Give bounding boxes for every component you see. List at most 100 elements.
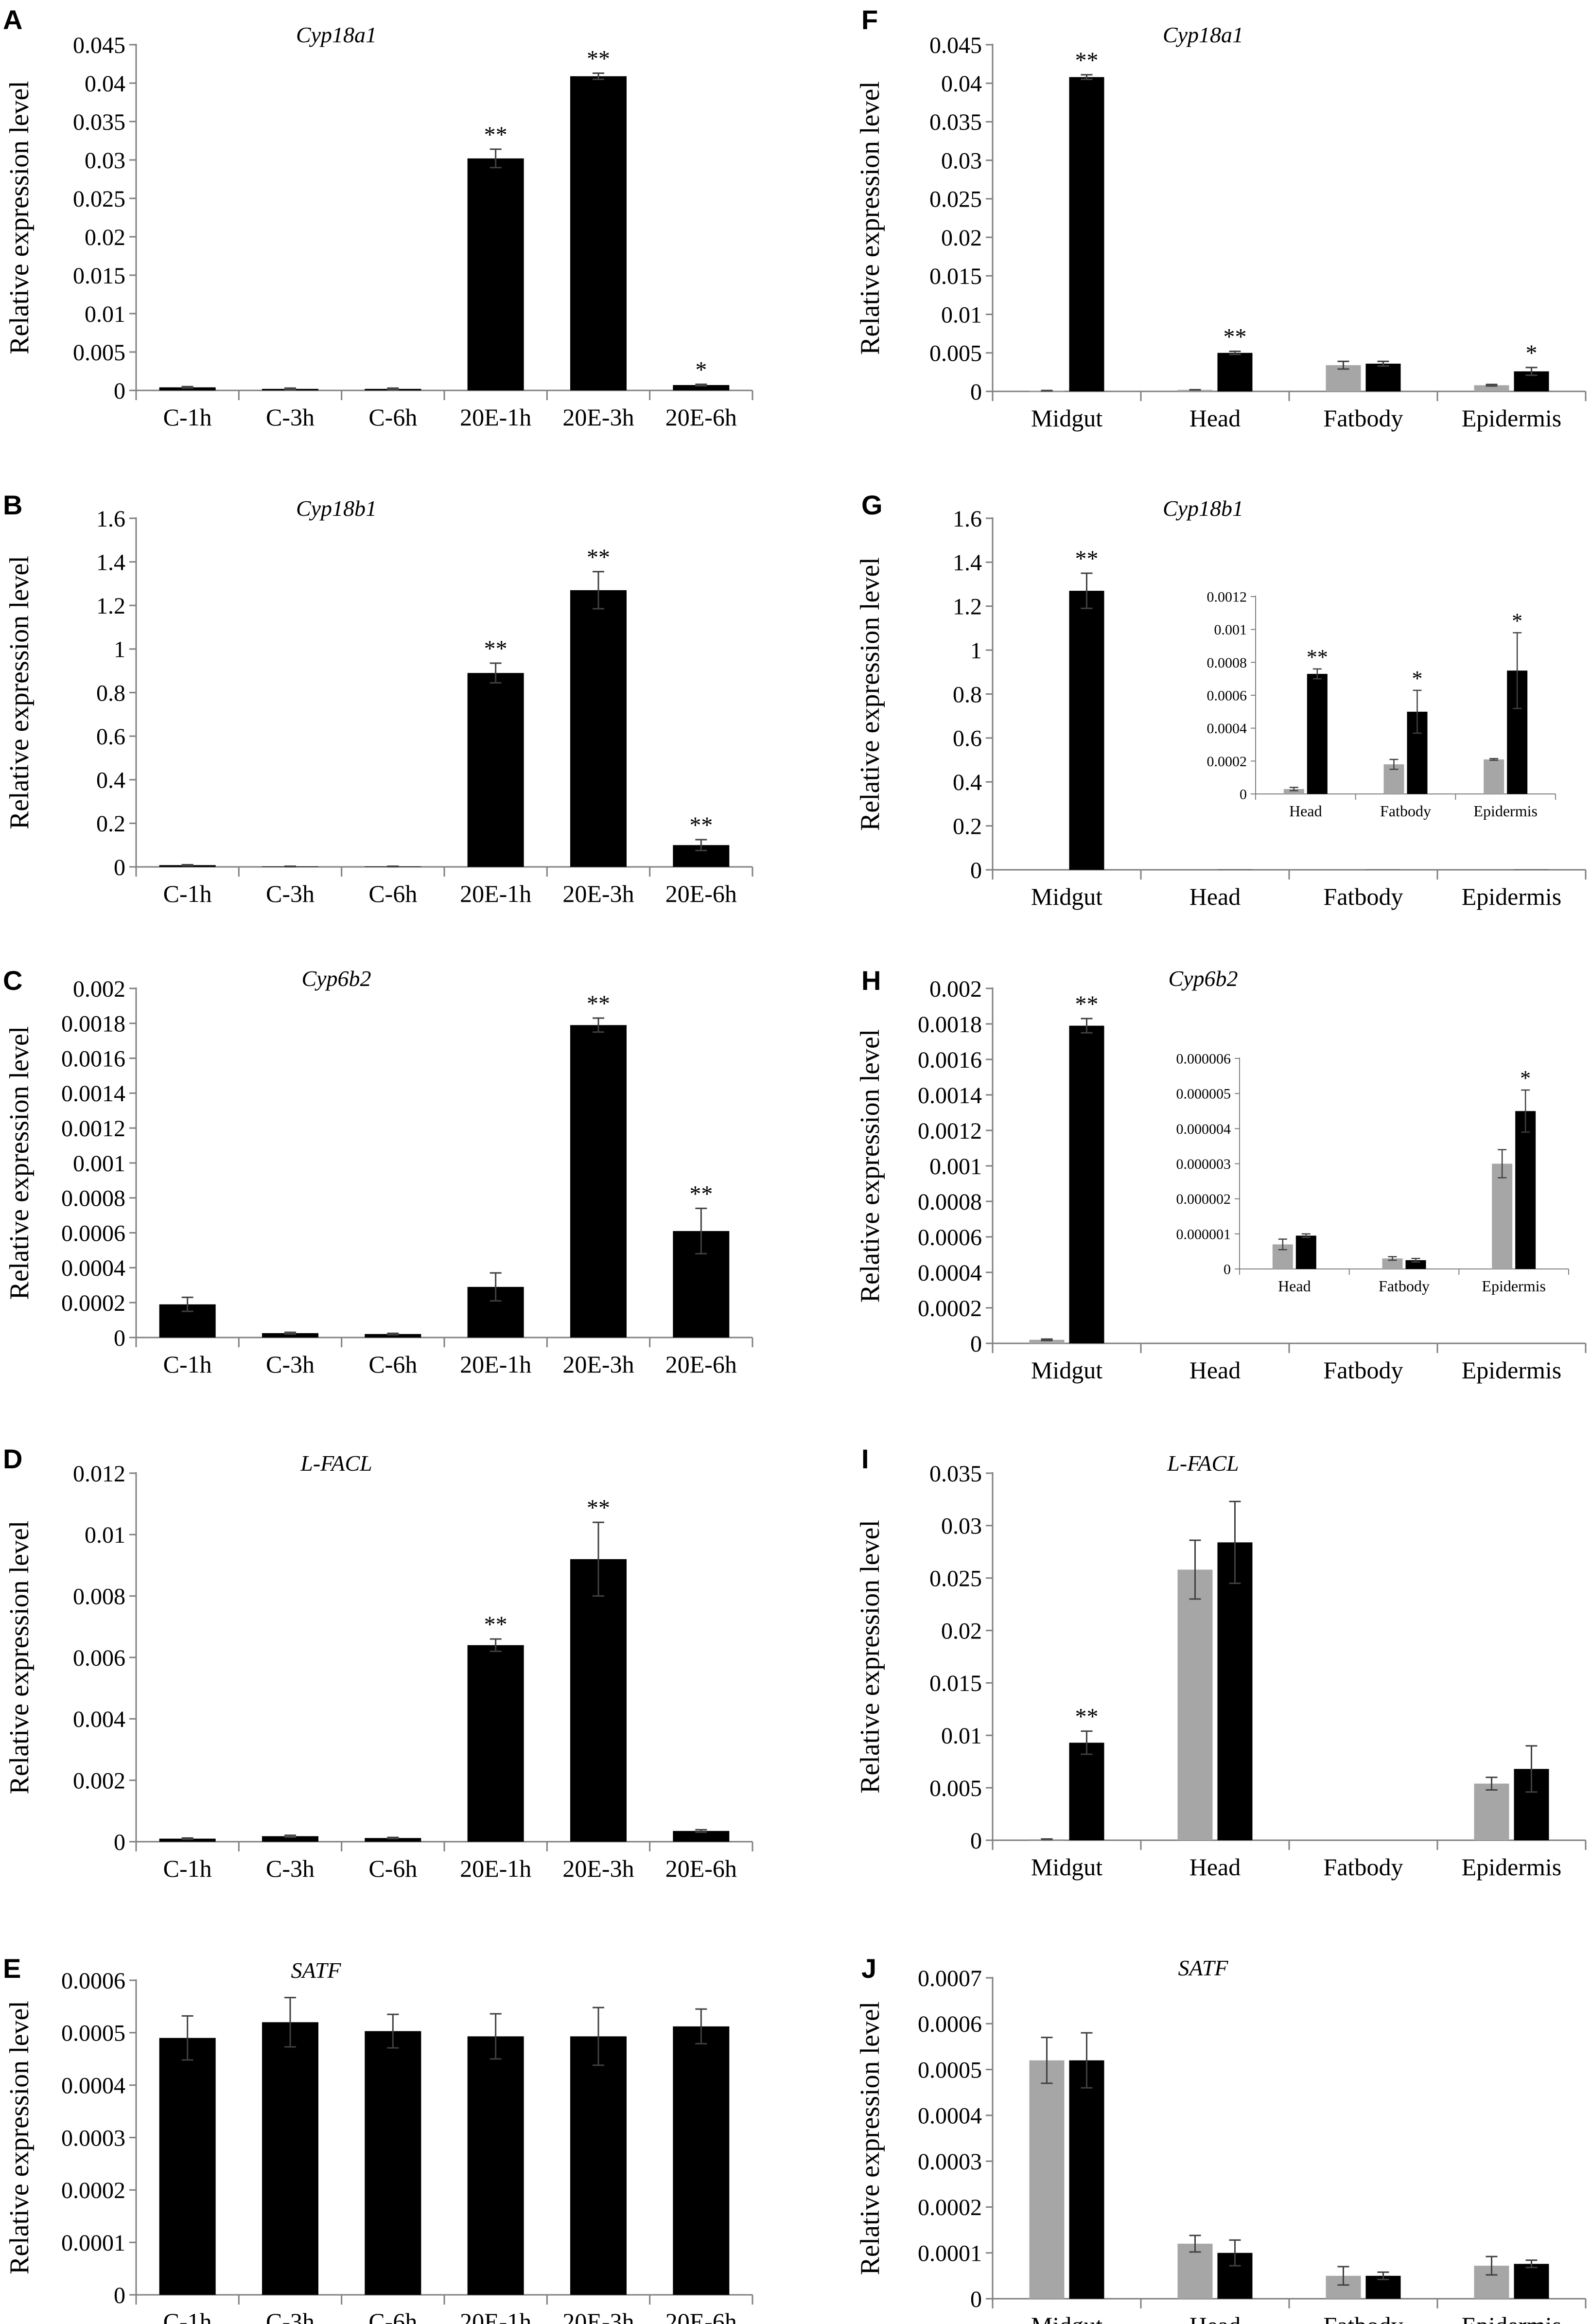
x-category-label: Midgut [1031,883,1102,910]
bar-expression [570,2036,627,2295]
gene-title: Cyp18a1 [296,22,377,47]
y-tick-label: 0.002 [73,976,125,1002]
panel-letter: G [861,490,883,520]
bar-expression [159,1838,216,1842]
bar-treated [1069,591,1104,870]
y-tick-label: 0.0006 [1207,688,1247,704]
bar-expression [159,2038,216,2295]
x-category-label: Fatbody [1324,1853,1403,1881]
x-category-label: C-6h [368,2308,417,2324]
y-tick-label: 0.0004 [1207,721,1247,737]
y-tick-label: 0.0004 [61,1255,125,1281]
x-category-label: C-1h [163,1351,212,1378]
y-tick-label: 1.2 [953,594,982,620]
y-tick-label: 0.6 [96,724,125,750]
y-tick-label: 0.000002 [1176,1191,1231,1207]
y-tick-label: 0.0004 [61,2073,125,2098]
x-category-label: Epidermis [1462,1356,1562,1384]
y-tick-label: 0.005 [929,341,982,367]
y-tick-label: 0.001 [73,1151,125,1177]
bar-expression [467,158,524,390]
significance-marker: ** [587,1495,610,1521]
x-category-label: Head [1278,1277,1311,1295]
y-tick-label: 1.6 [953,506,982,532]
y-tick-label: 0 [970,2287,982,2312]
gene-title: L-FACL [1167,1451,1239,1476]
panel-letter: A [3,4,22,35]
y-tick-label: 0.035 [73,109,125,135]
significance-marker: ** [587,46,610,71]
y-tick-label: 0 [970,858,982,883]
significance-marker: * [1526,340,1538,366]
bar-expression [673,1831,730,1842]
y-tick-label: 0 [1224,1262,1231,1278]
y-tick-label: 0.4 [96,768,125,793]
y-tick-label: 0.01 [85,301,125,327]
y-tick-label: 0.2 [953,813,982,839]
x-category-label: C-3h [266,2308,315,2324]
y-tick-label: 0 [114,378,125,404]
y-tick-label: 0.0012 [1207,589,1247,605]
y-tick-label: 0.0012 [61,1116,125,1142]
y-tick-label: 0 [970,379,982,405]
y-axis-title: Relative expression level [855,557,885,831]
x-category-label: C-6h [368,404,417,431]
panel-a: A Cyp18a1 Relative expression level 0 0.005 0… [3,4,753,431]
x-category-label: Head [1189,883,1241,910]
y-tick-label: 0.0005 [918,2057,982,2083]
x-category-label: C-6h [368,880,417,907]
y-tick-label: 0.01 [941,302,982,328]
y-tick-label: 1.6 [96,506,125,532]
y-tick-label: 0.0006 [61,1968,125,1994]
y-tick-label: 0.0007 [918,1966,982,1991]
y-tick-label: 0 [1240,787,1247,803]
y-axis-title: Relative expression level [4,2001,35,2274]
significance-marker: ** [1075,546,1099,572]
bar-treated [1069,77,1104,392]
bar-expression [570,1025,627,1338]
x-category-label: C-3h [266,880,315,907]
y-tick-label: 0.0006 [61,1220,125,1246]
panel-e: E SATF Relative expression level 0 0.0001 0.0… [3,1953,753,2324]
significance-marker: ** [689,1181,713,1207]
y-tick-label: 0.015 [929,264,982,289]
significance-marker: ** [1075,1704,1099,1730]
significance-marker: * [695,357,707,383]
x-category-label: C-6h [368,1855,417,1882]
y-tick-label: 0.015 [929,1671,982,1696]
panel-letter: F [861,4,878,35]
y-tick-label: 0.0004 [918,1260,982,1286]
bar-treated [1069,1025,1104,1343]
y-tick-label: 0.0006 [918,2011,982,2037]
y-tick-label: 0.0004 [918,2103,982,2129]
bar-expression [262,2022,318,2295]
y-tick-label: 0.0005 [61,2021,125,2046]
y-axis-title: Relative expression level [4,1521,35,1795]
panel-letter: I [861,1444,869,1474]
y-tick-label: 0.6 [953,726,982,752]
y-tick-label: 0.01 [941,1723,982,1749]
bar-treated [1295,1235,1316,1269]
y-tick-label: 0.03 [941,148,982,174]
x-category-label: 20E-3h [562,1351,634,1378]
inset-chart: 0 0.000001 0.000002 0.000003 0.000004 0.00000… [1176,1051,1569,1295]
panel-letter: B [3,490,22,520]
y-tick-label: 0.012 [73,1461,125,1487]
bar-control [1484,759,1504,794]
significance-marker: ** [484,122,507,148]
x-category-label: 20E-3h [562,880,634,907]
inset-chart: 00.00020.00040.00060.00080.0010.0012**He… [1207,589,1556,820]
x-category-label: Head [1189,2312,1241,2324]
y-tick-label: 0 [114,2283,125,2308]
y-tick-label: 0.000001 [1176,1226,1231,1242]
bar-control [1177,2243,1213,2299]
y-tick-label: 1.4 [96,549,125,575]
significance-marker: ** [1075,991,1099,1017]
x-category-label: 20E-1h [460,1855,531,1882]
y-tick-label: 0.000004 [1176,1121,1231,1137]
bar-expression [365,1838,421,1842]
bar-control [1283,789,1304,794]
panel-letter: H [861,965,881,996]
x-category-label: 20E-1h [460,404,531,431]
panel-letter: D [3,1444,22,1474]
